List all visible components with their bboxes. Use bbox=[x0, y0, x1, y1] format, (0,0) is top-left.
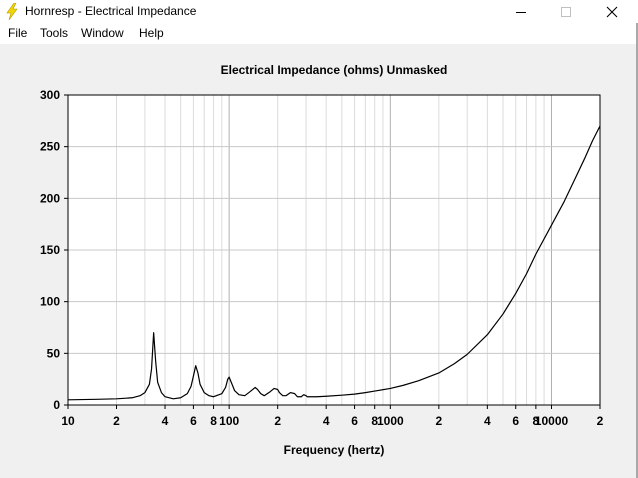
y-tick-label: 200 bbox=[40, 191, 60, 205]
x-tick-label: 8 bbox=[210, 414, 217, 428]
window-border bbox=[636, 23, 638, 478]
title-bar: Hornresp - Electrical Impedance bbox=[0, 0, 638, 23]
x-tick-label: 8 bbox=[533, 414, 540, 428]
x-tick-label: 2 bbox=[274, 414, 281, 428]
window-title: Hornresp - Electrical Impedance bbox=[25, 4, 197, 18]
y-tick-label: 50 bbox=[47, 346, 61, 360]
x-tick-label: 4 bbox=[323, 414, 330, 428]
maximize-icon bbox=[561, 7, 571, 17]
x-tick-label: 6 bbox=[190, 414, 197, 428]
x-tick-label: 2 bbox=[597, 414, 604, 428]
x-tick-label: 4 bbox=[484, 414, 491, 428]
y-tick-label: 0 bbox=[53, 398, 60, 412]
menu-tools[interactable]: Tools bbox=[40, 26, 69, 40]
menu-bar: File Tools Window Help bbox=[0, 23, 638, 44]
y-tick-label: 250 bbox=[40, 140, 60, 154]
x-tick-label: 10000 bbox=[535, 414, 569, 428]
minimize-icon bbox=[516, 12, 526, 13]
impedance-curve bbox=[67, 125, 601, 401]
x-tick-label: 6 bbox=[351, 414, 358, 428]
maximize-button[interactable] bbox=[543, 0, 589, 23]
x-tick-label: 6 bbox=[512, 414, 519, 428]
x-tick-label: 4 bbox=[162, 414, 169, 428]
x-tick-label: 8 bbox=[371, 414, 378, 428]
y-tick-label: 150 bbox=[40, 243, 60, 257]
x-tick-label: 1000 bbox=[377, 414, 404, 428]
chart-svg: Electrical Impedance (ohms) Unmasked 0 50 1… bbox=[40, 63, 604, 457]
x-tick-label: 10 bbox=[61, 414, 75, 428]
menu-help[interactable]: Help bbox=[139, 26, 164, 40]
x-tick-label: 2 bbox=[113, 414, 120, 428]
y-tick-label: 100 bbox=[40, 295, 60, 309]
lightning-icon bbox=[6, 3, 18, 20]
close-button[interactable] bbox=[589, 0, 635, 23]
x-axis-label: Frequency (hertz) bbox=[284, 443, 385, 457]
chart-title: Electrical Impedance (ohms) Unmasked bbox=[221, 63, 448, 77]
minimize-button[interactable] bbox=[498, 0, 544, 23]
x-tick-label: 2 bbox=[435, 414, 442, 428]
close-icon bbox=[606, 6, 618, 18]
impedance-chart: Electrical Impedance (ohms) Unmasked 0 50 1… bbox=[0, 44, 638, 478]
x-tick-label: 100 bbox=[219, 414, 239, 428]
menu-window[interactable]: Window bbox=[81, 26, 124, 40]
menu-file[interactable]: File bbox=[8, 26, 28, 40]
y-tick-label: 300 bbox=[40, 88, 60, 102]
